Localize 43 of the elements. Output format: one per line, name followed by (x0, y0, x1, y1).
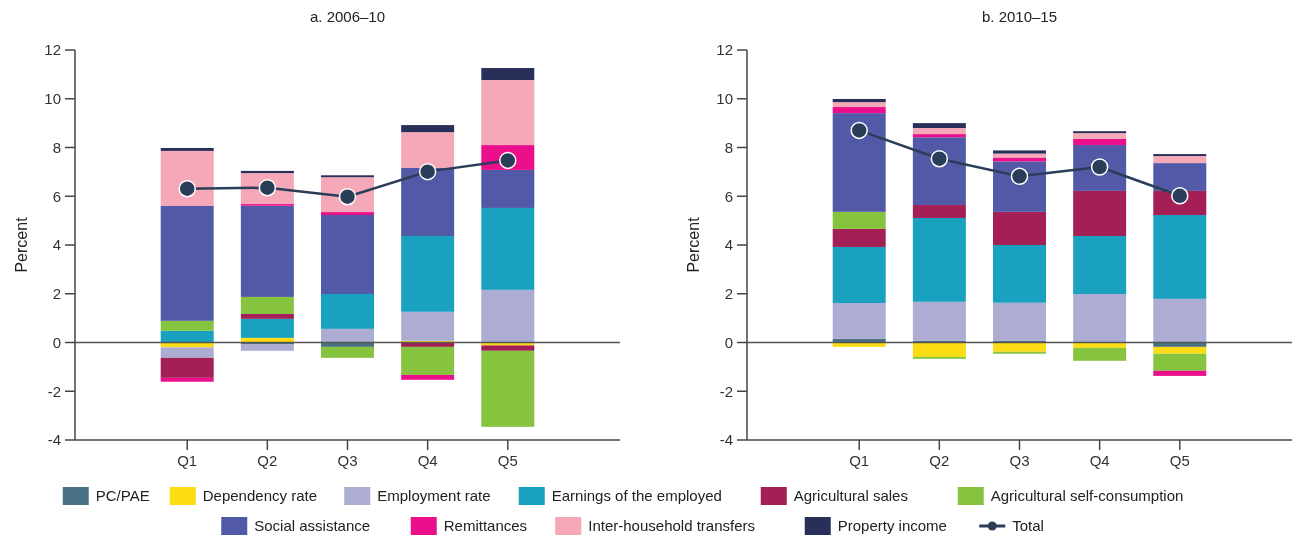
chart-title: b. 2010–15 (981, 8, 1058, 25)
legend-label: Agricultural sales (793, 487, 908, 505)
legend-label: Agricultural self-consumption (990, 487, 1184, 505)
legend-label: Remittances (443, 517, 528, 535)
y-tick-label: -2 (719, 382, 733, 400)
x-tick-label: Q4 (417, 452, 438, 469)
legend-label: Earnings of the employed (551, 487, 722, 505)
y-tick-label: -4 (719, 431, 733, 449)
legend-label: Social assistance (254, 517, 371, 535)
y-axis-title: Percent (685, 216, 702, 273)
chart-title: a. 2006–10 (309, 8, 386, 25)
y-tick-label: 2 (724, 285, 733, 302)
x-tick-label: Q1 (177, 452, 198, 469)
y-axis-title: Percent (13, 216, 30, 273)
y-tick-label: 12 (44, 41, 61, 59)
y-tick-label: 4 (724, 236, 733, 254)
y-tick-label: 10 (44, 90, 61, 107)
y-tick-label: 0 (724, 333, 733, 351)
y-tick-label: 10 (716, 90, 733, 107)
legend-label: Employment rate (377, 487, 491, 505)
x-tick-label: Q3 (337, 452, 358, 469)
y-tick-label: 8 (52, 138, 61, 156)
legend-label: Property income (837, 517, 947, 535)
x-tick-label: Q1 (849, 452, 870, 469)
y-tick-label: 4 (52, 236, 61, 254)
x-tick-label: Q2 (257, 452, 278, 469)
legend-label: Total (1012, 517, 1044, 535)
y-tick-label: 2 (52, 285, 61, 302)
legend-label: PC/PAE (95, 487, 150, 505)
legend-label: Dependency rate (202, 487, 317, 505)
x-tick-label: Q5 (497, 452, 518, 469)
y-tick-label: -4 (47, 431, 61, 449)
legend-label: Inter-household transfers (588, 517, 756, 535)
y-tick-label: 12 (716, 41, 733, 59)
y-tick-label: -2 (47, 382, 61, 400)
x-tick-label: Q5 (1169, 452, 1190, 469)
x-tick-label: Q3 (1009, 452, 1030, 469)
y-tick-label: 0 (52, 333, 61, 351)
x-tick-label: Q4 (1089, 452, 1110, 469)
y-tick-label: 6 (52, 187, 61, 205)
y-tick-label: 8 (724, 138, 733, 156)
y-tick-label: 6 (724, 187, 733, 205)
x-tick-label: Q2 (929, 452, 950, 469)
